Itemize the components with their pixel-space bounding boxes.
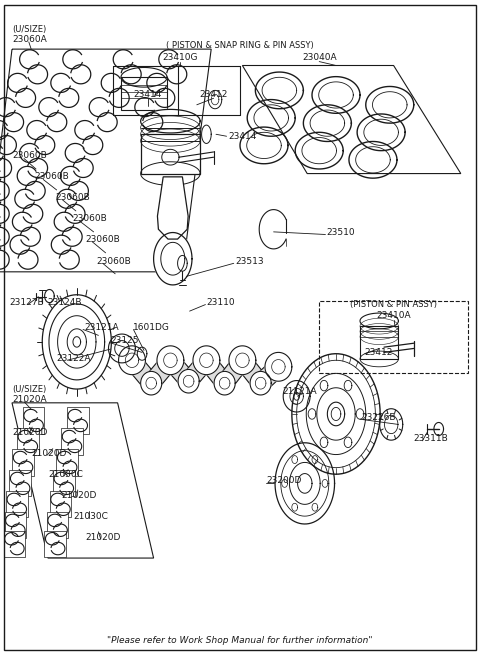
Polygon shape [201, 352, 230, 391]
Bar [23, 407, 44, 434]
Polygon shape [154, 233, 192, 285]
Text: "Please refer to Work Shop Manual for further information": "Please refer to Work Shop Manual for fu… [107, 636, 373, 645]
Bar [61, 428, 83, 455]
Polygon shape [166, 352, 193, 389]
Text: 23412: 23412 [365, 348, 393, 357]
Text: 23125: 23125 [110, 336, 139, 345]
Text: 21030C: 21030C [73, 512, 108, 521]
Polygon shape [121, 67, 167, 87]
Text: (U/SIZE): (U/SIZE) [12, 385, 46, 394]
Polygon shape [127, 352, 156, 391]
Text: 23414: 23414 [228, 132, 256, 141]
Text: 23060B: 23060B [85, 235, 120, 244]
Text: 23060B: 23060B [96, 257, 131, 266]
Text: (PISTON & PIN ASSY): (PISTON & PIN ASSY) [350, 300, 437, 309]
Text: 23122A: 23122A [57, 354, 91, 363]
Text: 23124B: 23124B [47, 298, 82, 307]
Text: 23060B: 23060B [12, 151, 47, 160]
Text: 23226B: 23226B [361, 413, 396, 422]
Text: 23510: 23510 [326, 228, 355, 237]
Text: 23414: 23414 [133, 90, 162, 99]
Text: 1601DG: 1601DG [133, 323, 170, 332]
Polygon shape [184, 352, 211, 389]
Text: 21020D: 21020D [61, 491, 97, 500]
Text: 23060B: 23060B [72, 214, 107, 223]
Polygon shape [12, 403, 154, 558]
Text: 21121A: 21121A [282, 387, 317, 396]
Bar [6, 491, 28, 517]
Text: 23410G: 23410G [162, 53, 198, 62]
Bar [50, 491, 72, 517]
Bar [57, 449, 78, 476]
Polygon shape [214, 371, 235, 395]
Bar [121, 77, 167, 110]
Text: 23513: 23513 [235, 257, 264, 267]
Bar [141, 134, 200, 174]
Polygon shape [256, 358, 283, 392]
Text: 23110: 23110 [206, 298, 235, 307]
Bar [53, 470, 75, 496]
Polygon shape [219, 352, 248, 391]
Polygon shape [229, 346, 256, 375]
Bar [17, 428, 38, 455]
Text: ( PISTON & SNAP RING & PIN ASSY): ( PISTON & SNAP RING & PIN ASSY) [166, 41, 314, 50]
Text: 21030C: 21030C [48, 470, 83, 479]
Text: 21020D: 21020D [31, 449, 67, 458]
Polygon shape [193, 346, 220, 375]
Polygon shape [157, 177, 188, 239]
Text: 23040A: 23040A [302, 53, 336, 62]
Bar [44, 531, 66, 557]
Bar [67, 407, 88, 434]
Text: 23410A: 23410A [376, 311, 411, 320]
Text: 21020D: 21020D [12, 428, 48, 437]
Bar [10, 470, 31, 496]
Text: 23060B: 23060B [35, 172, 69, 181]
Polygon shape [141, 109, 200, 133]
Text: 23060B: 23060B [55, 193, 90, 202]
Text: 23060A: 23060A [12, 35, 47, 44]
Text: 23127B: 23127B [10, 298, 44, 307]
Bar [5, 512, 26, 538]
Polygon shape [250, 371, 271, 395]
Polygon shape [178, 369, 199, 393]
Bar [360, 326, 398, 359]
Polygon shape [119, 346, 145, 375]
Polygon shape [157, 346, 184, 375]
Text: 21020A: 21020A [12, 395, 47, 404]
Polygon shape [237, 352, 266, 391]
Bar [319, 301, 468, 373]
Bar [3, 531, 25, 557]
Polygon shape [146, 352, 176, 391]
Text: 23412: 23412 [199, 90, 228, 99]
Bar [12, 449, 34, 476]
Text: 23121A: 23121A [84, 323, 119, 332]
Polygon shape [141, 371, 162, 395]
Polygon shape [265, 352, 292, 381]
Text: 21020D: 21020D [85, 533, 121, 542]
Text: 23311B: 23311B [414, 434, 448, 443]
Polygon shape [242, 66, 461, 174]
Text: 23200D: 23200D [266, 476, 302, 485]
Bar [47, 512, 69, 538]
Text: (U/SIZE): (U/SIZE) [12, 25, 46, 34]
Polygon shape [360, 313, 398, 329]
